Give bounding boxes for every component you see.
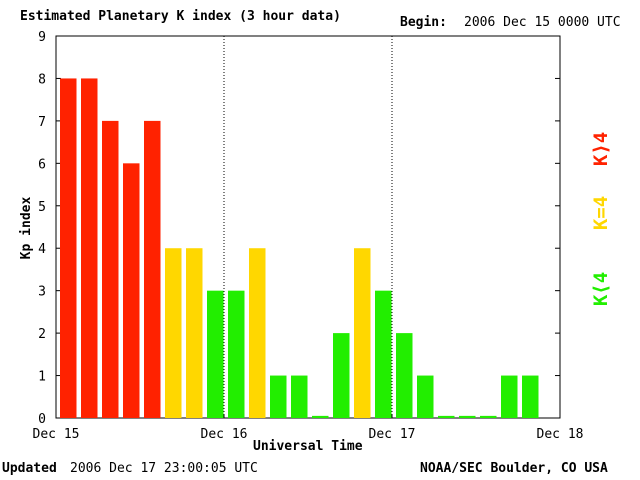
kp-bar	[165, 248, 182, 418]
kp-bar	[144, 120, 161, 418]
updated-label: Updated	[2, 461, 57, 476]
x-tick-label: Dec 15	[33, 427, 80, 442]
kp-bar	[249, 248, 266, 418]
source-credit: NOAA/SEC Boulder, CO USA	[420, 461, 608, 476]
kp-bar	[459, 415, 476, 418]
kp-bar	[396, 333, 413, 418]
y-tick-label: 1	[38, 370, 46, 385]
y-tick-label: 9	[38, 30, 46, 45]
kp-bar	[354, 248, 371, 418]
x-tick-label: Dec 18	[537, 427, 584, 442]
begin-value: 2006 Dec 15 0000 UTC	[464, 15, 621, 30]
chart-title: Estimated Planetary K index (3 hour data…	[20, 9, 341, 24]
kp-bar	[501, 375, 518, 418]
legend-k-greater-4: K⟩4	[590, 131, 612, 167]
kp-bar	[228, 290, 245, 418]
kp-bar	[291, 375, 308, 418]
kp-bar	[333, 333, 350, 418]
kp-bar	[438, 415, 455, 418]
kp-bar	[186, 248, 203, 418]
legend-k-equal-4: K=4	[590, 195, 612, 231]
kp-bar	[81, 78, 98, 418]
y-tick-label: 3	[38, 285, 46, 300]
x-axis-label: Universal Time	[253, 439, 363, 454]
kp-bar	[522, 375, 539, 418]
begin-label: Begin:	[400, 15, 447, 30]
x-tick-label: Dec 16	[201, 427, 248, 442]
kp-bar	[312, 415, 329, 418]
kp-bar	[207, 290, 224, 418]
plot-frame	[55, 35, 561, 419]
y-tick-label: 5	[38, 200, 46, 215]
y-tick-label: 2	[38, 327, 46, 342]
y-tick-label: 0	[38, 412, 46, 427]
kp-bar	[480, 415, 497, 418]
y-tick-label: 7	[38, 115, 46, 130]
x-tick-label: Dec 17	[369, 427, 416, 442]
kp-bar	[375, 290, 392, 418]
y-tick-label: 4	[38, 242, 46, 257]
kp-bar	[60, 78, 77, 418]
y-tick-label: 8	[38, 72, 46, 87]
y-axis-label: Kp index	[19, 196, 34, 260]
kp-bar	[102, 120, 119, 418]
kp-bar	[123, 163, 140, 418]
kp-bar	[270, 375, 287, 418]
updated-value: 2006 Dec 17 23:00:05 UTC	[70, 461, 258, 476]
kp-bar	[417, 375, 434, 418]
y-tick-label: 6	[38, 157, 46, 172]
legend-k-less-4: K⟨4	[590, 271, 612, 307]
